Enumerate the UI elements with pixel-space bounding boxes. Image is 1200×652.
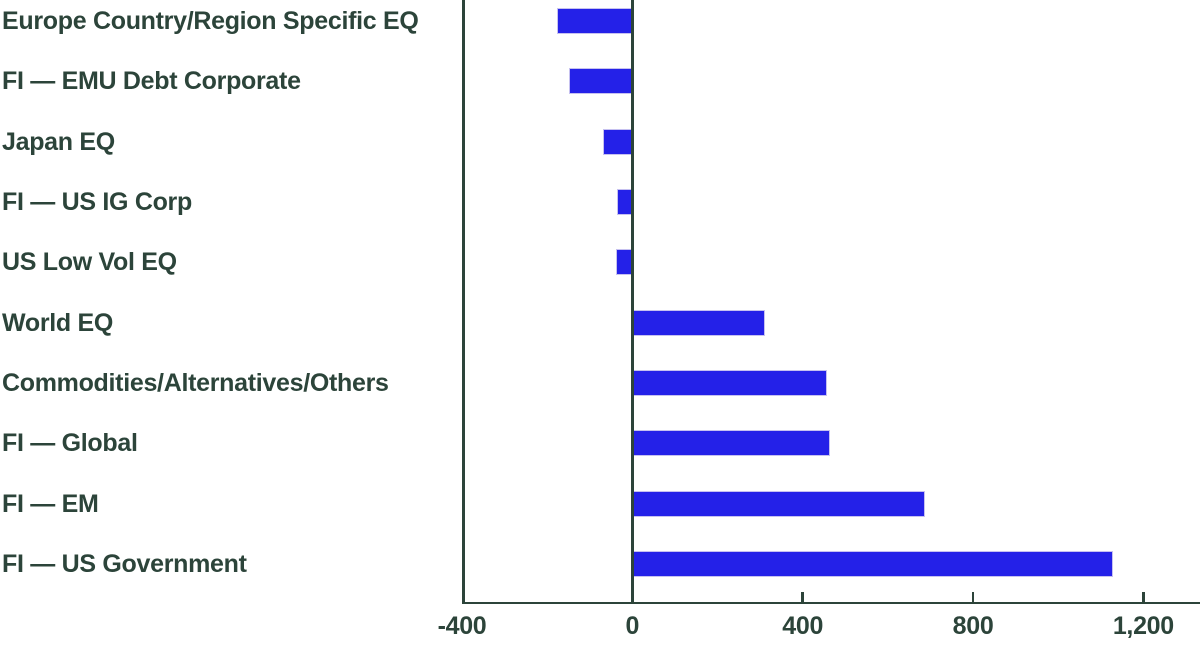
bar — [569, 68, 633, 95]
bar — [603, 128, 633, 155]
category-label: World EQ — [2, 308, 114, 337]
bar — [616, 249, 633, 276]
zero-line — [631, 0, 634, 604]
bar — [632, 369, 827, 396]
y-axis-line — [462, 0, 465, 604]
x-axis-tick — [1142, 591, 1145, 602]
bar — [632, 309, 766, 336]
bar — [616, 188, 633, 215]
category-label: FI — US Government — [2, 549, 247, 578]
bar — [632, 490, 925, 517]
category-label: FI — EM — [2, 489, 99, 518]
plot-area — [462, 0, 1200, 652]
x-tick-label: -400 — [437, 612, 487, 640]
x-axis-line — [462, 601, 1200, 604]
x-tick-label: 0 — [625, 612, 640, 640]
category-label: Commodities/Alternatives/Others — [2, 368, 389, 397]
category-label: FI — EMU Debt Corporate — [2, 67, 301, 96]
category-label: US Low Vol EQ — [2, 248, 177, 277]
category-label: FI — Global — [2, 429, 138, 458]
x-axis-tick — [971, 591, 975, 602]
category-label: Europe Country/Region Specific EQ — [2, 7, 419, 35]
bar — [556, 8, 633, 34]
x-tick-label: 400 — [782, 612, 824, 640]
category-label: Japan EQ — [2, 127, 115, 156]
category-label: FI — US IG Corp — [2, 187, 192, 216]
x-axis-tick — [801, 591, 804, 602]
x-tick-label: 800 — [952, 612, 994, 640]
x-tick-label: 1,200 — [1112, 612, 1174, 640]
bar — [632, 550, 1113, 577]
category-axis-labels: Europe Country/Region Specific EQ FI — EM… — [0, 0, 462, 603]
bar — [632, 430, 831, 457]
